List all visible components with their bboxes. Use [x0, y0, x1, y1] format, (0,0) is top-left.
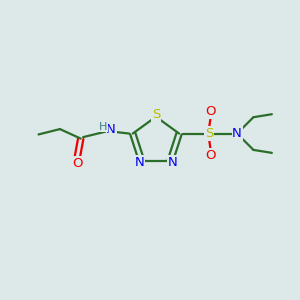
- Text: S: S: [152, 108, 160, 122]
- Text: O: O: [205, 149, 216, 162]
- Text: S: S: [205, 127, 213, 140]
- Text: N: N: [135, 156, 144, 169]
- Text: H: H: [99, 122, 107, 132]
- Text: O: O: [205, 105, 216, 119]
- Text: O: O: [72, 157, 83, 170]
- Text: N: N: [167, 156, 177, 169]
- Text: N: N: [106, 124, 116, 136]
- Text: N: N: [232, 127, 242, 140]
